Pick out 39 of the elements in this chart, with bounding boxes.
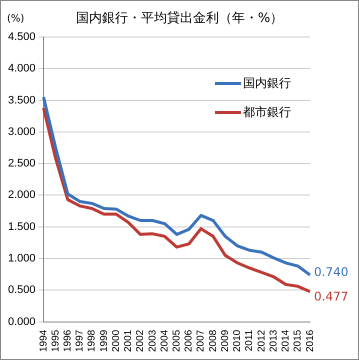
x-tick-label: 2010 <box>232 329 244 352</box>
y-tick-label: 2.500 <box>8 158 36 170</box>
x-tick-label: 2009 <box>220 329 231 352</box>
legend-label: 都市銀行 <box>243 104 291 121</box>
x-tick-label: 2007 <box>196 329 207 352</box>
y-tick-label: 2.000 <box>8 189 36 202</box>
x-tick-label: 2015 <box>292 329 304 352</box>
y-tick-label: 1.000 <box>8 252 36 265</box>
x-tick-label: 1998 <box>86 329 98 352</box>
y-tick-label: 4.500 <box>8 31 36 44</box>
y-tick-label: 1.500 <box>8 220 36 233</box>
y-tick-label: 3.500 <box>8 94 36 106</box>
y-tick-label: 0.500 <box>8 284 36 296</box>
x-tick-label: 2011 <box>244 329 256 352</box>
x-tick-label: 2008 <box>208 329 219 352</box>
x-tick-label: 1997 <box>74 329 86 352</box>
y-tick-label: 0.000 <box>8 316 36 328</box>
y-tick-label: 4.000 <box>8 62 36 75</box>
y-tick-label: 3.000 <box>8 126 36 138</box>
y-axis-title: (%) <box>7 14 24 25</box>
x-tick-label: 2012 <box>256 329 268 352</box>
x-tick-label: 2003 <box>147 329 158 352</box>
x-tick-label: 2000 <box>110 329 122 352</box>
x-tick-label: 2005 <box>172 329 183 352</box>
x-tick-label: 2002 <box>135 329 146 352</box>
x-tick-label: 1999 <box>98 329 110 352</box>
data-label: 0.477 <box>314 290 348 304</box>
x-tick-label: 1995 <box>50 329 62 352</box>
x-tick-label: 1996 <box>62 329 74 352</box>
x-tick-label: 2013 <box>268 329 280 352</box>
data-label: 0.740 <box>314 265 348 280</box>
x-tick-label: 1994 <box>38 329 50 352</box>
legend-label: 国内銀行 <box>243 75 291 92</box>
x-tick-label: 2014 <box>280 329 292 352</box>
x-tick-label: 2004 <box>159 329 170 352</box>
x-tick-label: 2006 <box>184 329 195 352</box>
chart-title: 国内銀行・平均貸出金利（年・%） <box>76 11 284 26</box>
x-tick-label: 2016 <box>304 329 316 352</box>
x-tick-label: 2001 <box>123 329 134 352</box>
